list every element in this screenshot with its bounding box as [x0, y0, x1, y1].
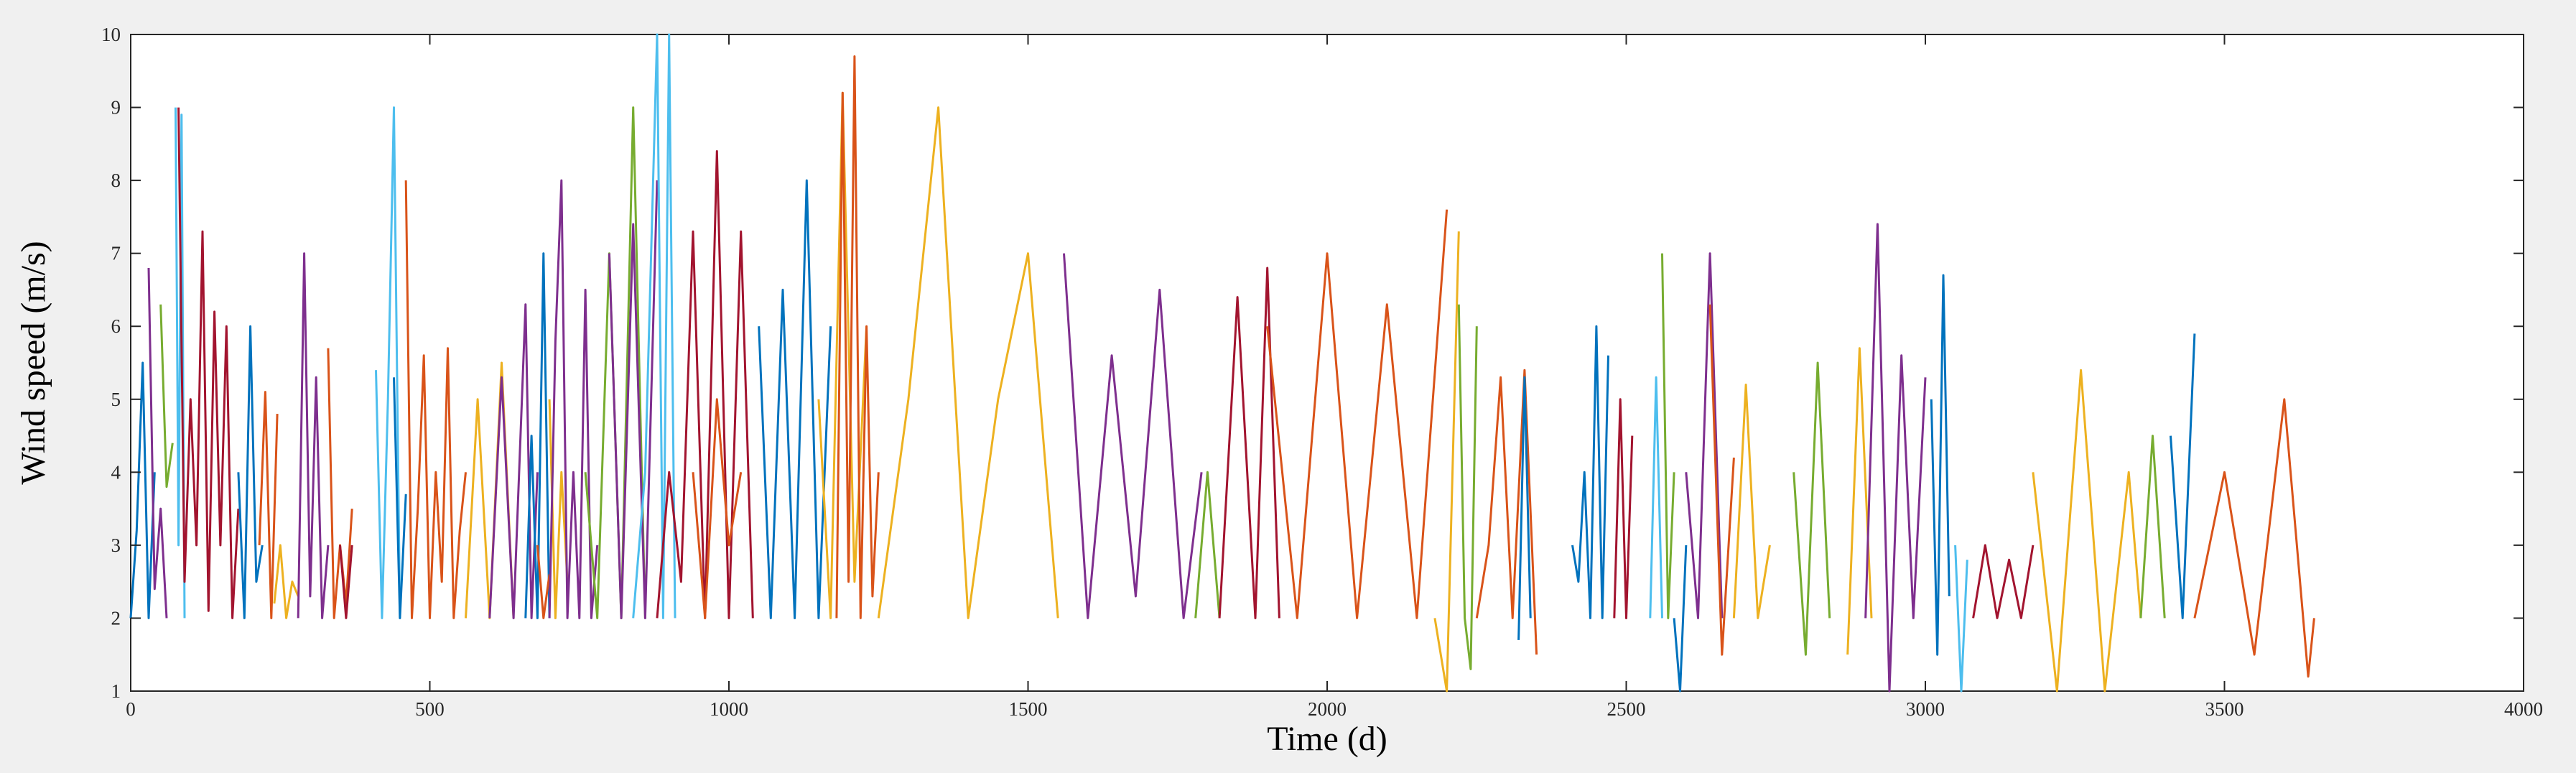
x-tick-label: 0 — [126, 698, 136, 720]
series-line-43 — [1708, 304, 1735, 656]
series-line-42 — [1685, 252, 1724, 619]
x-tick-label: 4000 — [2504, 698, 2543, 720]
series-line-44 — [1732, 384, 1771, 619]
y-tick-label: 2 — [111, 607, 121, 629]
series-line-13 — [404, 180, 467, 619]
series-line-10 — [339, 545, 353, 619]
series-line-5 — [237, 325, 264, 619]
series-line-40 — [1661, 253, 1675, 619]
x-tick-label: 500 — [415, 698, 445, 720]
series-group — [129, 33, 2315, 693]
series-line-1 — [147, 267, 168, 619]
series-line-52 — [2139, 435, 2166, 619]
series-line-39 — [1649, 376, 1663, 619]
y-tick-label: 10 — [101, 24, 121, 45]
x-tick-label: 3500 — [2205, 698, 2244, 720]
series-line-15 — [488, 303, 539, 619]
series-line-25 — [758, 179, 832, 619]
y-axis: 1 2 3 4 5 6 7 8 9 10 — [101, 24, 2524, 702]
series-line-8 — [297, 252, 330, 619]
series-line-48 — [1930, 274, 1950, 656]
series-line-16 — [524, 252, 551, 619]
series-line-32 — [1266, 209, 1449, 619]
series-line-33 — [1433, 231, 1460, 693]
series-line-51 — [2032, 369, 2142, 693]
y-tick-label: 9 — [111, 97, 121, 119]
series-line-49 — [1954, 545, 1968, 693]
x-axis: 0 500 1000 1500 2000 2500 3000 3500 4000 — [126, 34, 2543, 720]
series-line-28 — [877, 106, 1059, 619]
x-tick-label: 2000 — [1308, 698, 1347, 720]
series-line-37 — [1571, 325, 1609, 619]
series-line-29 — [1063, 253, 1203, 619]
series-line-11 — [375, 106, 401, 619]
series-line-22 — [632, 33, 676, 619]
series-line-12 — [393, 377, 407, 619]
y-axis-title: Wind speed (m/s) — [14, 241, 52, 484]
series-line-0 — [129, 361, 156, 619]
y-tick-label: 5 — [111, 389, 121, 410]
plot-area — [130, 34, 2524, 692]
y-tick-label: 4 — [111, 461, 121, 483]
x-tick-label: 1500 — [1009, 698, 1048, 720]
series-line-54 — [2193, 398, 2315, 678]
y-tick-label: 6 — [111, 315, 121, 337]
series-line-30 — [1194, 471, 1221, 619]
x-tick-label: 1000 — [710, 698, 748, 720]
series-line-27 — [835, 55, 880, 619]
series-line-3 — [175, 107, 186, 619]
series-line-34 — [1457, 304, 1478, 670]
series-line-17 — [536, 545, 551, 619]
series-line-2 — [159, 304, 174, 489]
series-line-41 — [1673, 545, 1688, 693]
series-line-21 — [608, 180, 659, 619]
y-tick-label: 3 — [111, 534, 121, 556]
series-line-38 — [1613, 398, 1634, 619]
x-tick-label: 3000 — [1906, 698, 1945, 720]
series-line-7 — [273, 544, 299, 619]
series-line-31 — [1218, 267, 1280, 619]
y-tick-label: 1 — [111, 680, 121, 702]
series-line-45 — [1792, 361, 1831, 656]
series-line-24 — [692, 398, 743, 619]
series-line-6 — [258, 391, 279, 619]
series-line-36 — [1517, 376, 1532, 640]
series-line-4 — [177, 107, 240, 619]
x-axis-title: Time (d) — [1267, 720, 1387, 758]
y-tick-label: 7 — [111, 243, 121, 264]
series-line-50 — [1972, 544, 2035, 619]
series-line-53 — [2170, 333, 2196, 619]
y-tick-label: 8 — [111, 170, 121, 191]
x-tick-label: 2500 — [1607, 698, 1646, 720]
series-line-47 — [1864, 223, 1927, 693]
